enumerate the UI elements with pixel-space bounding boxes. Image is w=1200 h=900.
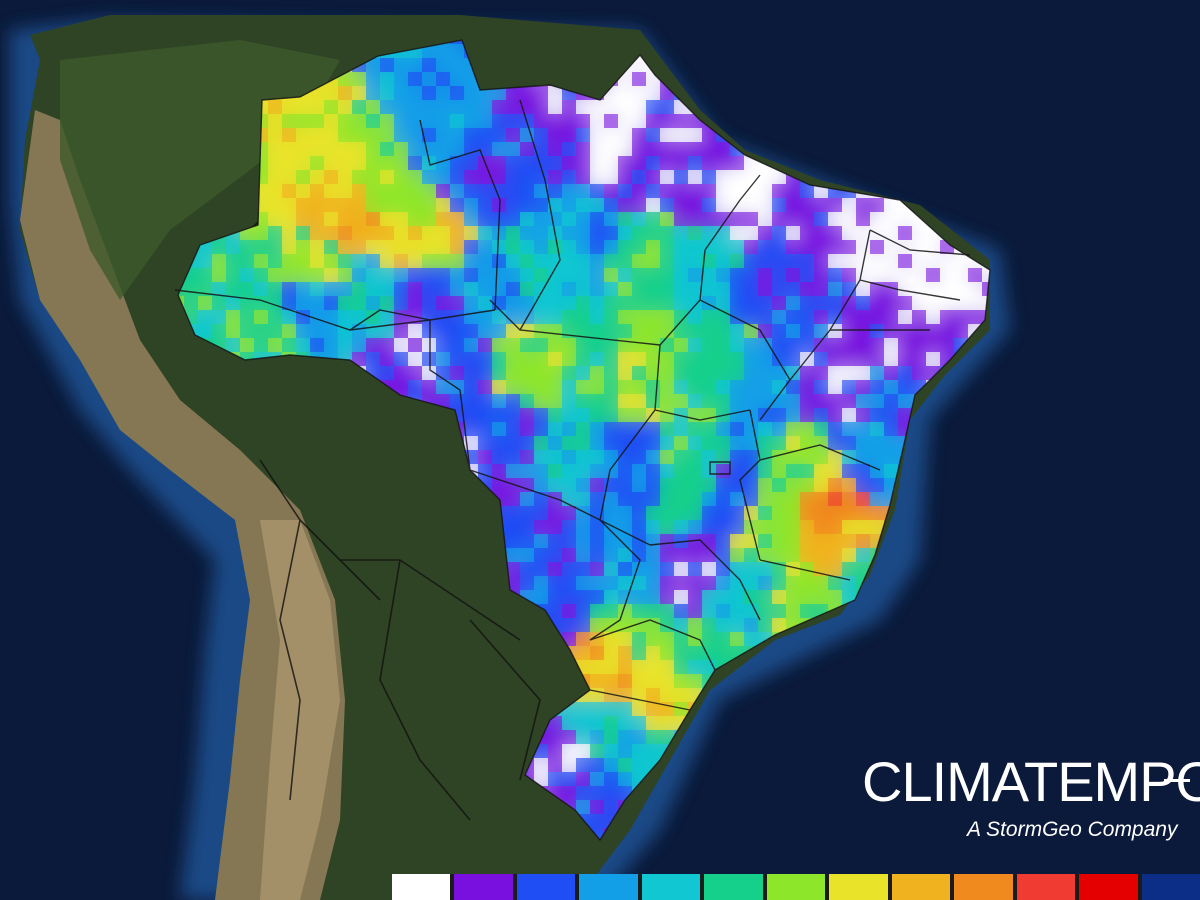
legend-swatch [1079,874,1138,900]
legend-swatch [829,874,888,900]
climatempo-logo: CLIMATEMPO A StormGeo Company [862,752,1200,852]
legend-swatch [579,874,638,900]
legend-swatch [766,874,826,900]
logo-wordmark: CLIMATEMPO [862,750,1200,813]
legend-swatch [891,874,951,900]
legend-swatch [392,874,451,900]
color-scale-legend [392,874,1200,900]
legend-swatch [516,874,576,900]
legend-swatch [454,874,513,900]
brazil-state-borders [174,39,991,842]
legend-swatch [1141,874,1200,900]
legend-swatch [954,874,1013,900]
legend-swatch [704,874,763,900]
legend-swatch [641,874,701,900]
legend-swatch [1016,874,1076,900]
logo-dash [1164,779,1190,782]
logo-tagline: A StormGeo Company [967,818,1178,841]
